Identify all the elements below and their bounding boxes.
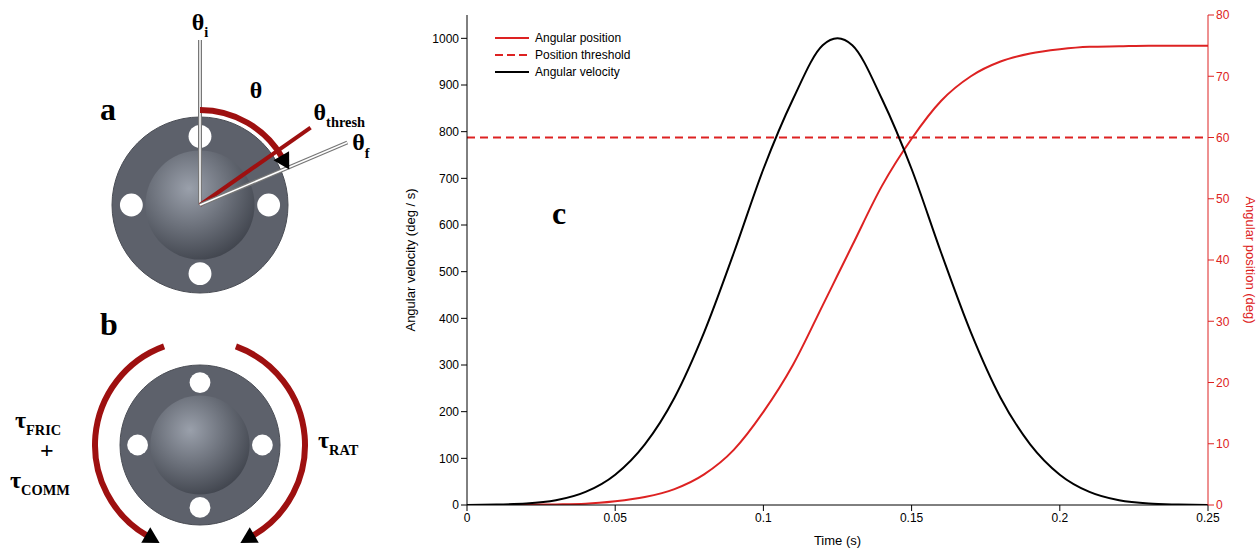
svg-text:30: 30 <box>1216 315 1230 329</box>
html-text:Position threshold: Position threshold <box>535 47 631 62</box>
svg-text:θi: θi <box>192 9 209 40</box>
svg-text:600: 600 <box>439 218 459 232</box>
html-text:Angular position: Angular position <box>535 30 622 45</box>
svg-text:θ: θ <box>250 77 263 103</box>
svg-text:60: 60 <box>1216 131 1230 145</box>
svg-text:700: 700 <box>439 172 459 186</box>
svg-text:40: 40 <box>1216 253 1230 267</box>
svg-text:0.1: 0.1 <box>755 511 772 525</box>
svg-text:Angular velocity (deg / s): Angular velocity (deg / s) <box>403 188 418 331</box>
svg-text:θthresh: θthresh <box>314 99 365 130</box>
svg-text:+: + <box>40 437 54 463</box>
svg-text:100: 100 <box>439 452 459 466</box>
svg-text:300: 300 <box>439 358 459 372</box>
svg-text:500: 500 <box>439 265 459 279</box>
svg-text:0.15: 0.15 <box>900 511 924 525</box>
svg-text:0.25: 0.25 <box>1196 511 1220 525</box>
svg-text:20: 20 <box>1216 376 1230 390</box>
svg-text:50: 50 <box>1216 192 1230 206</box>
svg-text:800: 800 <box>439 125 459 139</box>
svg-text:θf: θf <box>352 129 370 160</box>
svg-text:200: 200 <box>439 405 459 419</box>
html-text:Angular velocity: Angular velocity <box>535 64 620 79</box>
svg-text:80: 80 <box>1216 8 1230 22</box>
svg-text:400: 400 <box>439 312 459 326</box>
svg-text:b: b <box>100 306 118 342</box>
svg-text:a: a <box>100 91 116 127</box>
svg-text:1000: 1000 <box>432 32 459 46</box>
svg-text:10: 10 <box>1216 437 1230 451</box>
html-text:c: c <box>552 195 567 231</box>
svg-text:70: 70 <box>1216 70 1230 84</box>
svg-text:0: 0 <box>452 498 459 512</box>
svg-text:τFRIC: τFRIC <box>15 407 61 438</box>
svg-text:τCOMM: τCOMM <box>10 467 70 498</box>
svg-text:0.2: 0.2 <box>1051 511 1068 525</box>
svg-text:τRAT: τRAT <box>318 427 359 458</box>
svg-text:Angular position (deg): Angular position (deg) <box>1243 196 1258 323</box>
svg-text:0: 0 <box>1216 498 1223 512</box>
svg-text:0: 0 <box>464 511 471 525</box>
svg-text:Time (s): Time (s) <box>814 533 861 548</box>
svg-text:0.05: 0.05 <box>604 511 628 525</box>
svg-text:900: 900 <box>439 78 459 92</box>
